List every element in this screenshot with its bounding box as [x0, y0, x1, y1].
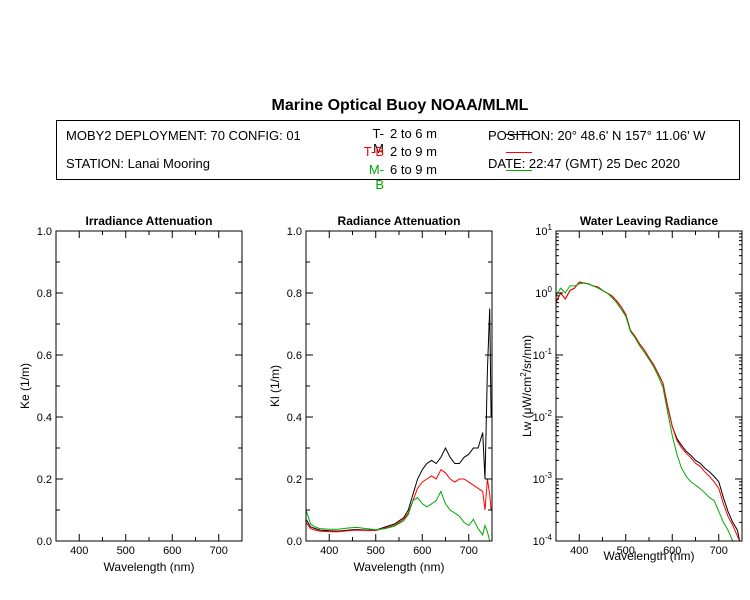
x-tick-label: 600 — [663, 545, 681, 557]
legend-swatch — [506, 134, 532, 135]
chart-title: Radiance Attenuation — [338, 214, 461, 228]
series-line-0 — [306, 308, 492, 532]
y-tick-label: 0.4 — [37, 412, 52, 424]
y-tick-label: 101 — [535, 223, 552, 238]
chart-title: Water Leaving Radiance — [580, 214, 719, 228]
x-tick-label: 600 — [413, 545, 431, 557]
plot-frame — [555, 230, 743, 542]
y-tick-label: 10-4 — [533, 533, 553, 548]
x-axis-label: Wavelength (nm) — [104, 560, 195, 574]
y-axis-label: Kl (1/m) — [268, 365, 282, 407]
y-tick-label: 0.6 — [287, 350, 302, 362]
x-tick-label: 700 — [460, 545, 478, 557]
plot-frame — [55, 230, 243, 542]
y-tick-label: 10-3 — [533, 471, 553, 486]
legend-code: T-M — [372, 126, 384, 156]
y-tick-label: 0.6 — [37, 350, 52, 362]
legend-row-mb: M-B 6 to 9 m — [362, 162, 532, 192]
legend-range: 2 to 9 m — [390, 144, 437, 159]
x-tick-label: 500 — [617, 545, 635, 557]
x-tick-label: 700 — [710, 545, 728, 557]
y-tick-label: 1.0 — [37, 226, 52, 238]
page-title: Marine Optical Buoy NOAA/MLML — [271, 97, 529, 114]
series-line-2 — [306, 490, 491, 541]
position-text: POSITION: 20° 48.6' N 157° 11.06' W — [488, 128, 706, 143]
legend-swatch — [506, 170, 532, 171]
y-tick-label: 10-1 — [533, 347, 553, 362]
y-tick-label: 0.0 — [287, 536, 302, 548]
x-tick-label: 400 — [320, 545, 338, 557]
x-tick-label: 400 — [70, 545, 88, 557]
chart-title: Irradiance Attenuation — [86, 214, 213, 228]
x-tick-label: 700 — [210, 545, 228, 557]
y-tick-label: 0.2 — [287, 474, 302, 486]
series-line-2 — [556, 282, 735, 541]
legend-swatch — [506, 152, 532, 153]
y-tick-label: 10-2 — [533, 409, 553, 424]
x-tick-label: 400 — [570, 545, 588, 557]
date-text: DATE: 22:47 (GMT) 25 Dec 2020 — [488, 156, 680, 171]
series-line-1 — [556, 281, 741, 541]
x-axis-label: Wavelength (nm) — [354, 560, 445, 574]
legend-range: 6 to 9 m — [390, 162, 437, 177]
y-axis-label: Ke (1/m) — [18, 363, 32, 409]
y-tick-label: 0.8 — [37, 288, 52, 300]
y-tick-label: 100 — [535, 285, 552, 300]
station-text: STATION: Lanai Mooring — [66, 156, 211, 171]
y-tick-label: 0.8 — [287, 288, 302, 300]
legend-range: 2 to 6 m — [390, 126, 437, 141]
x-tick-label: 500 — [117, 545, 135, 557]
y-tick-label: 0.2 — [37, 474, 52, 486]
x-axis-label: Wavelength (nm) — [604, 549, 695, 563]
series-line-1 — [306, 468, 492, 533]
y-tick-label: 1.0 — [287, 226, 302, 238]
y-axis-label: Lw (μW/cm2/sr/nm) — [519, 335, 534, 437]
series-line-0 — [556, 281, 741, 541]
x-tick-label: 600 — [163, 545, 181, 557]
legend-code: T-B — [363, 144, 384, 159]
x-tick-label: 500 — [367, 545, 385, 557]
legend-row-tm: T-M 2 to 6 m — [362, 126, 532, 156]
y-tick-label: 0.4 — [287, 412, 302, 424]
y-tick-label: 0.0 — [37, 536, 52, 548]
plot-frame — [305, 230, 493, 542]
info-box: MOBY2 DEPLOYMENT: 70 CONFIG: 01 STATION:… — [56, 120, 740, 192]
legend-row-tb: T-B 2 to 9 m — [362, 144, 532, 160]
deployment-text: MOBY2 DEPLOYMENT: 70 CONFIG: 01 — [66, 128, 301, 143]
legend-code: M-B — [368, 162, 384, 192]
